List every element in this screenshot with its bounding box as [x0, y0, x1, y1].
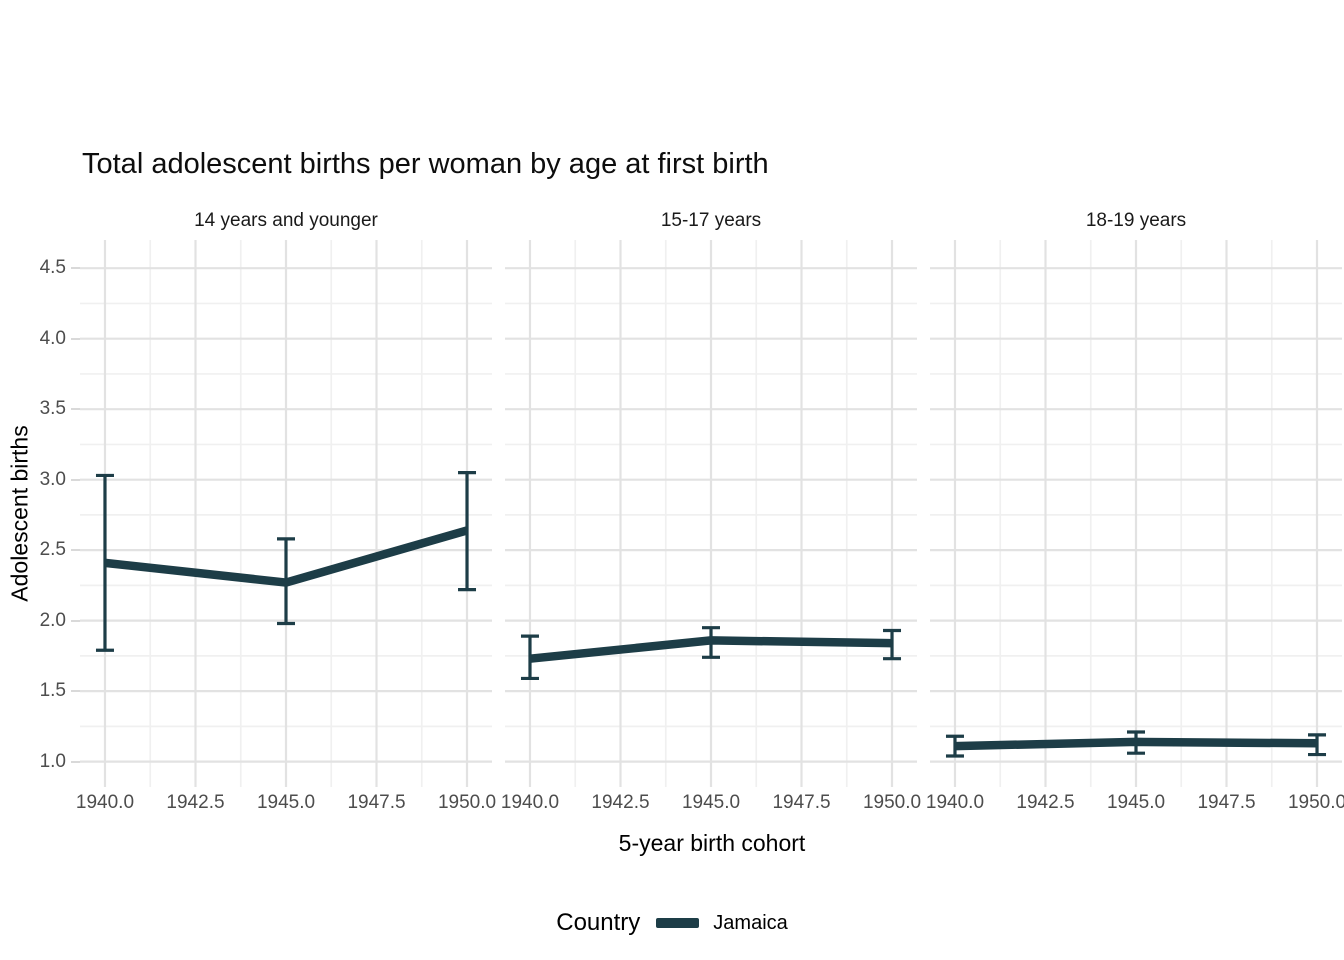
y-tick-label: 4.5 — [39, 257, 66, 279]
error-bar — [883, 628, 902, 661]
x-tick-label: 1945.0 — [1106, 792, 1166, 813]
y-tick-label: 2.0 — [39, 609, 66, 631]
legend-entry-jamaica: Jamaica — [713, 911, 788, 934]
legend: Country Jamaica — [0, 903, 1344, 943]
x-tick-label: 1947.5 — [772, 792, 831, 813]
x-tick-label: 1945.0 — [256, 792, 316, 813]
series-line-jamaica — [104, 526, 469, 587]
y-tick-label: 2.5 — [39, 539, 66, 561]
x-tick-label: 1947.5 — [1197, 792, 1256, 813]
error-bar — [1308, 733, 1327, 757]
panel-canvas — [505, 240, 917, 787]
x-tick-label: 1950.0 — [437, 792, 497, 813]
x-tick-label: 1947.5 — [347, 792, 406, 813]
legend-key-line-icon — [656, 918, 700, 928]
y-axis-title: Adolescent births — [6, 425, 33, 602]
x-tick-label: 1950.0 — [1287, 792, 1344, 813]
y-tick-mark — [71, 267, 80, 270]
chart-title: Total adolescent births per woman by age… — [82, 148, 769, 180]
y-tick-label: 3.5 — [39, 398, 66, 420]
y-tick-label: 1.0 — [39, 750, 66, 772]
panel-canvas — [930, 240, 1342, 787]
x-tick-label: 1945.0 — [681, 792, 741, 813]
y-tick-mark — [71, 337, 80, 340]
y-tick-mark — [71, 408, 80, 411]
x-tick-label: 1942.5 — [166, 792, 225, 813]
panel-canvas — [80, 240, 492, 787]
legend-title: Country — [556, 909, 641, 936]
facet-label-15-17: 15-17 years — [660, 210, 762, 231]
x-tick-label: 1940.0 — [500, 792, 560, 813]
x-tick-label: 1942.5 — [1016, 792, 1075, 813]
facet-label-14-and-younger: 14 years and younger — [194, 210, 378, 231]
series-line-jamaica — [954, 737, 1318, 751]
x-axis-title: 5-year birth cohort — [618, 830, 806, 856]
y-tick-mark — [71, 619, 80, 622]
x-tick-label: 1940.0 — [925, 792, 985, 813]
x-tick-label: 1940.0 — [75, 792, 135, 813]
y-tick-mark — [71, 549, 80, 552]
y-tick-label: 3.0 — [39, 468, 66, 490]
y-tick-label: 1.5 — [39, 680, 66, 702]
plot-panel-15-17 — [505, 240, 917, 787]
y-tick-mark — [71, 690, 80, 693]
facet-label-18-19: 18-19 years — [1085, 210, 1187, 231]
y-tick-label: 4.0 — [39, 327, 66, 349]
y-tick-mark — [71, 478, 80, 481]
error-bar — [945, 734, 964, 758]
plot-panel-14-and-younger — [80, 240, 492, 787]
x-tick-label: 1942.5 — [591, 792, 650, 813]
plot-panel-18-19 — [930, 240, 1342, 787]
y-tick-mark — [71, 760, 80, 763]
series-line-jamaica — [529, 636, 893, 663]
x-tick-label: 1950.0 — [862, 792, 922, 813]
